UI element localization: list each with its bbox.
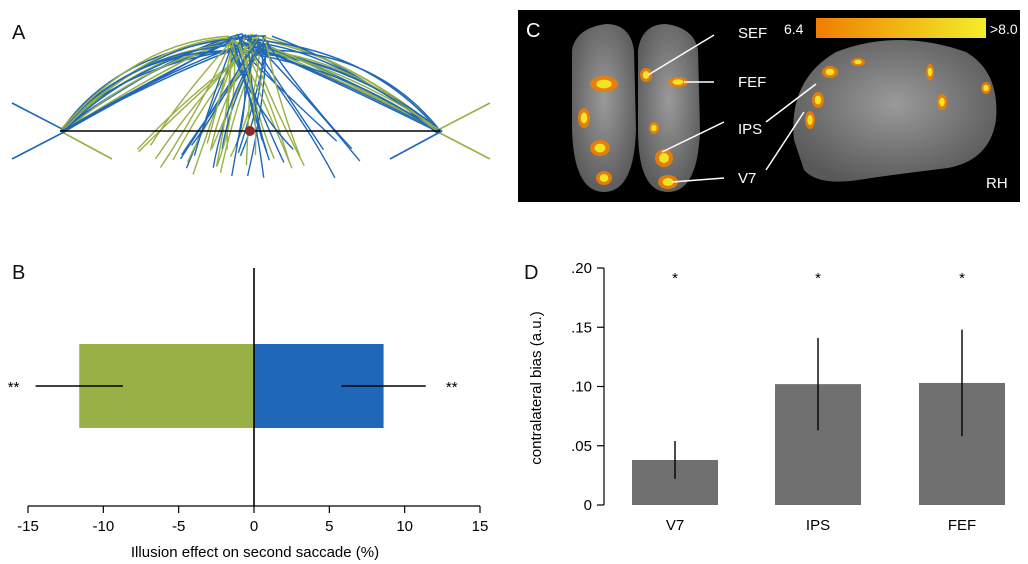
significance-marker-blue: ** (446, 379, 458, 396)
brain-render: SEF FEF IPS V7 RH 6.4 >8.0 (572, 18, 1018, 192)
activation-blob-core (596, 79, 612, 89)
x-tick-label: 10 (396, 518, 413, 535)
category-label: FEF (948, 517, 976, 534)
effect-bar-blue (254, 344, 384, 428)
label-fef: FEF (738, 74, 766, 91)
x-tick-label: -5 (172, 518, 185, 535)
label-ips: IPS (738, 121, 762, 138)
trajectory-group (11, 33, 491, 179)
right-target-marker-green (435, 130, 491, 160)
x-tick-label: -10 (92, 518, 114, 535)
bias-bar-v7 (632, 459, 718, 505)
trajectory-curve (212, 43, 262, 168)
trajectory-arc (61, 40, 242, 135)
significance-marker-green: ** (8, 379, 20, 396)
activation-blob-core (807, 115, 813, 125)
trajectory-arc (61, 37, 229, 132)
trajectory-curve (193, 38, 236, 156)
colorbar (816, 18, 986, 38)
x-tick-label: -15 (17, 518, 39, 535)
trajectory-arc (61, 42, 247, 134)
y-tick-label: .05 (571, 438, 592, 455)
activation-blob-core (939, 97, 945, 107)
activation-blob-core (825, 68, 835, 76)
panel-d-letter: D (524, 262, 539, 284)
panel-c-letter: C (526, 20, 541, 42)
x-tick-label: 15 (472, 518, 489, 535)
activation-blob-core (672, 79, 684, 85)
v7-pointer-line (671, 177, 725, 183)
trajectory-curve (154, 45, 249, 160)
left-target-marker-green (59, 130, 113, 160)
trajectory-arc (252, 53, 439, 135)
trajectory-curve (238, 43, 257, 156)
left-target-marker-blue (11, 130, 67, 160)
right-target-marker-green (435, 102, 491, 132)
activation-blob-core (594, 143, 606, 153)
trajectory-curve (231, 39, 256, 177)
y-axis-label: contralateral bias (a.u.) (528, 311, 545, 464)
trajectory-curve (185, 34, 244, 169)
activation-blob-core (642, 71, 650, 79)
activation-blob-core (814, 95, 822, 105)
x-axis-label: Illusion effect on second saccade (%) (131, 544, 379, 561)
effect-bar-green (79, 344, 254, 428)
trajectory-curve (231, 37, 271, 161)
ips-lateral-pointer-line (765, 83, 817, 123)
trajectory-curve (265, 43, 301, 157)
trajectory-curve (248, 37, 325, 151)
significance-marker: * (672, 270, 678, 287)
activation-blob-core (983, 84, 989, 92)
trajectory-curve (216, 38, 236, 166)
panel-b-letter: B (12, 262, 26, 284)
significance-marker: * (959, 270, 965, 287)
label-sef: SEF (738, 25, 767, 42)
significance-marker: * (815, 270, 821, 287)
right-target-marker-blue (389, 130, 443, 160)
activation-blobs (578, 58, 991, 189)
trajectory-curve (229, 47, 294, 150)
activation-blob-core (599, 174, 609, 182)
saccade-trajectories-plot (11, 33, 491, 179)
y-tick-label: .20 (571, 260, 592, 277)
trajectory-curve (239, 36, 264, 157)
trajectory-curve (206, 40, 235, 144)
v7-lateral-pointer-line (765, 111, 805, 171)
activation-blob-core (854, 59, 862, 65)
trajectory-curve (159, 36, 235, 168)
bias-bar-fef (919, 382, 1005, 505)
y-tick-label: .10 (571, 379, 592, 396)
trajectory-curve (149, 38, 235, 146)
trajectory-curve (268, 44, 353, 150)
right-hemisphere-top-view (638, 24, 700, 192)
trajectory-arc (61, 35, 230, 129)
activation-blob-core (662, 178, 674, 186)
x-tick-label: 5 (325, 518, 333, 535)
trajectory-arc (237, 37, 439, 131)
lateral-brain-view (793, 40, 997, 182)
activation-blob-core (659, 153, 669, 163)
left-hemisphere-top-view (572, 24, 636, 192)
activation-blob-core (927, 67, 933, 77)
hemisphere-label: RH (986, 175, 1008, 192)
y-tick-label: 0 (584, 497, 592, 514)
trajectory-arc (61, 33, 247, 132)
colorbar-min-label: 6.4 (784, 21, 804, 37)
trajectory-arc (61, 34, 266, 130)
category-label: IPS (806, 517, 830, 534)
activation-blob-core (580, 112, 588, 124)
bias-bar-ips (775, 384, 861, 505)
label-v7: V7 (738, 170, 756, 187)
fixation-point (245, 126, 255, 136)
brain-activation-panel: C SEF FEF IPS V7 RH (518, 10, 1020, 202)
category-label: V7 (666, 517, 684, 534)
panel-a-letter: A (12, 22, 26, 44)
left-target-marker-blue (11, 102, 67, 132)
activation-blob-core (651, 124, 657, 132)
x-tick-label: 0 (250, 518, 258, 535)
y-tick-label: .15 (571, 319, 592, 336)
ips-pointer-line (661, 121, 725, 153)
sef-pointer-line (647, 34, 715, 76)
colorbar-max-label: >8.0 (990, 21, 1018, 37)
